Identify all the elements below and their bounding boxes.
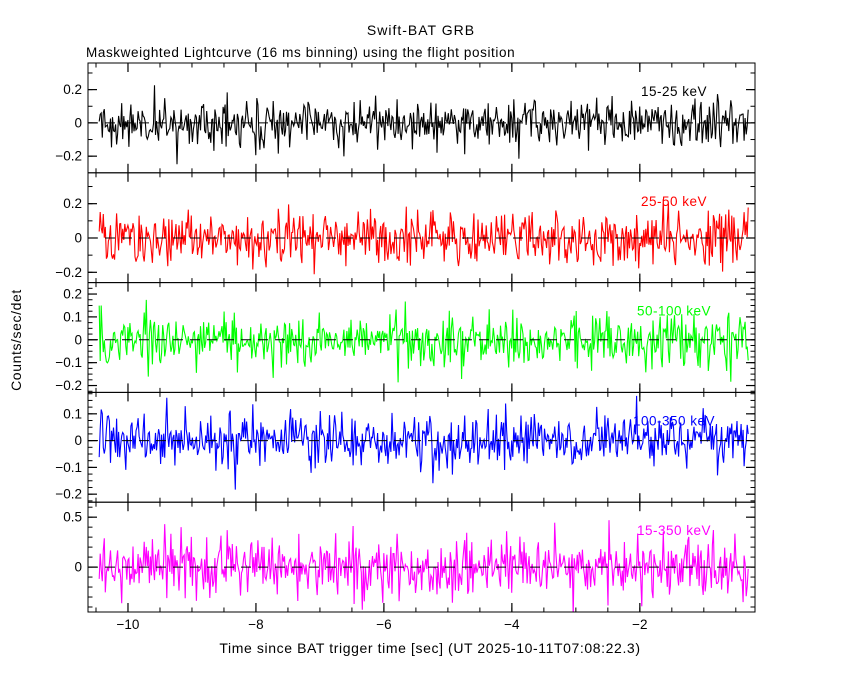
band-label: 50-100 keV: [637, 304, 711, 319]
y-axis-label: Counts/sec/det: [8, 289, 24, 391]
band-label: 15-350 keV: [637, 523, 711, 538]
panel-50-100-kev: 0.2 0.1 0 −0.1 −0.2 50-100 keV: [55, 282, 756, 393]
page-title: Swift-BAT GRB: [366, 22, 476, 38]
lightcurve-trace: [98, 85, 749, 165]
y-tick-label: 0.1: [63, 406, 82, 421]
y-tick-label: −0.1: [55, 460, 82, 475]
y-tick-label: −0.1: [55, 355, 82, 370]
y-tick-label: 0.2: [63, 196, 82, 211]
y-tick-label: 0.2: [63, 82, 82, 97]
panel-15-25-kev: 0.2 0 −0.2 15-25 keV: [55, 62, 756, 174]
y-tick-label: 0: [74, 433, 82, 448]
y-tick-label: −0.2: [55, 378, 82, 393]
x-tick-label: −4: [504, 617, 520, 632]
lightcurve-trace: [98, 199, 749, 275]
panel-15-350-kev: 0.5 0 15-350 keV: [63, 501, 756, 613]
x-tick-label: −10: [117, 617, 140, 632]
y-tick-label: −0.2: [55, 487, 82, 502]
lightcurve-trace: [98, 395, 749, 490]
y-tick-label: 0: [74, 332, 82, 347]
y-tick-label: −0.2: [55, 149, 82, 164]
x-axis-label: Time since BAT trigger time [sec] (UT 20…: [219, 640, 641, 656]
y-tick-label: 0: [74, 230, 82, 245]
y-tick-label: 0: [74, 115, 82, 130]
x-tick-label: −2: [632, 617, 647, 632]
plot-subtitle: Maskweighted Lightcurve (16 ms binning) …: [86, 45, 516, 60]
panel-25-50-kev: 0.2 0 −0.2 25-50 keV: [55, 172, 756, 284]
y-tick-label: 0.5: [63, 510, 82, 525]
panel-100-350-kev: 0.1 0 −0.1 −0.2 100-350 keV: [55, 391, 756, 503]
y-tick-label: 0.2: [63, 287, 82, 302]
x-tick-label: −6: [376, 617, 391, 632]
band-label: 25-50 keV: [641, 194, 707, 209]
band-label: 100-350 keV: [633, 413, 715, 428]
y-tick-label: 0.1: [63, 309, 82, 324]
panel-frame: [87, 172, 756, 284]
lightcurve-trace: [98, 299, 749, 383]
band-label: 15-25 keV: [641, 84, 707, 99]
y-tick-label: 0: [74, 560, 82, 575]
y-tick-label: −0.2: [55, 265, 82, 280]
x-tick-label: −8: [248, 617, 263, 632]
